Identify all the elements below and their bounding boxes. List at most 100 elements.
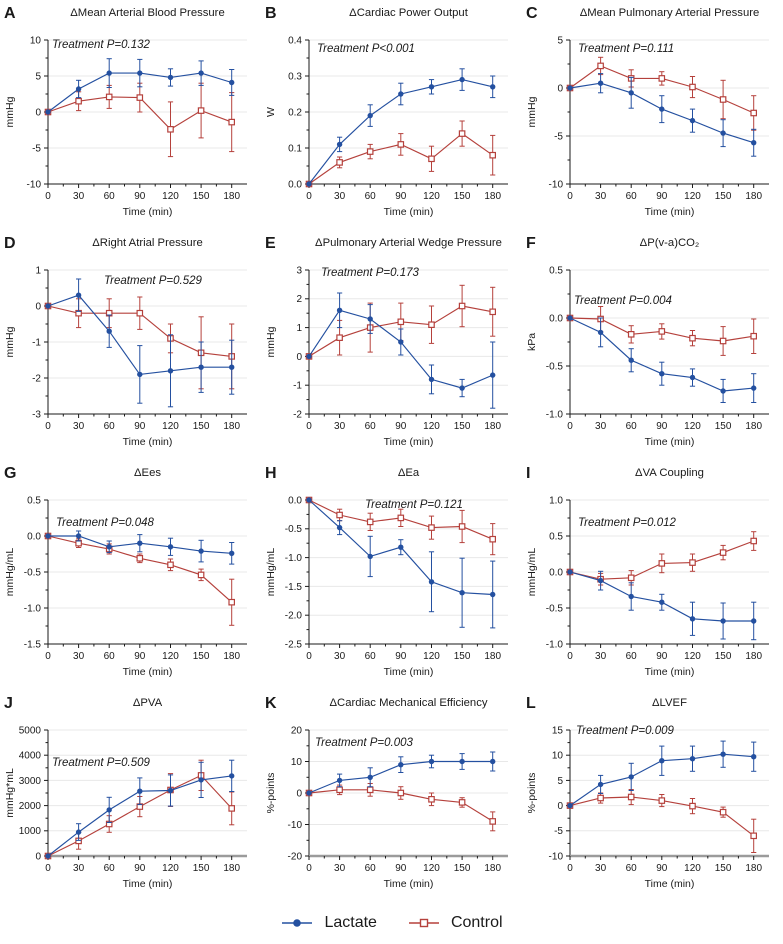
data-point-lactate [751, 385, 757, 391]
data-point-lactate [198, 364, 204, 370]
x-axis-label: Time (min) [123, 206, 173, 218]
x-tick-label: 150 [454, 651, 471, 662]
data-point-lactate [490, 758, 496, 765]
y-tick-label: -1 [32, 337, 41, 348]
data-point-lactate [597, 781, 604, 788]
y-tick-label: 0.3 [288, 71, 302, 82]
x-tick-label: 180 [484, 863, 501, 874]
x-axis-label: Time (min) [123, 878, 173, 890]
panel-F-chart: -1.0 -0.5 0.0 0.5 0 30 60 90 120 150 180 Treatment … [526, 235, 769, 448]
data-point-control [627, 793, 635, 801]
y-tick-label: 0.5 [549, 531, 563, 542]
x-tick-label: 180 [745, 191, 762, 202]
x-tick-label: 120 [423, 191, 440, 202]
y-tick-label: -10 [549, 179, 564, 190]
y-tick-label: 10 [30, 35, 42, 46]
data-point-lactate [75, 292, 82, 298]
data-point-lactate [567, 802, 573, 809]
data-point-lactate [689, 117, 696, 124]
x-tick-label: 30 [73, 651, 85, 662]
x-tick-label: 120 [423, 421, 440, 432]
x-tick-label: 150 [193, 863, 210, 874]
data-point-control [750, 109, 758, 117]
data-point-control [458, 523, 466, 530]
y-tick-label: -20 [288, 851, 303, 862]
panel-G: -1.5 -1.0 -0.5 0.0 0.5 0 30 60 90 120 150 180 Treatm… [0, 460, 261, 690]
x-tick-label: 150 [715, 421, 732, 432]
data-point-lactate [198, 548, 204, 554]
data-point-control [136, 309, 144, 317]
panel-J: 0 1000 2000 3000 4000 5000 0 30 60 90 120 150 180 Tre… [0, 690, 261, 902]
data-point-lactate [751, 754, 757, 760]
data-point-lactate [137, 540, 143, 546]
x-tick-label: 60 [365, 191, 377, 202]
data-point-control [658, 797, 666, 804]
data-point-lactate [336, 141, 343, 148]
data-point-control [428, 155, 435, 163]
x-tick-label: 180 [745, 421, 762, 432]
panel-title: ΔCardiac Mechanical Efficiency [329, 697, 487, 709]
y-tick-label: -2 [32, 373, 41, 384]
panel-letter: G [4, 465, 16, 482]
y-tick-label: -0.5 [285, 524, 303, 535]
y-tick-label: 0.0 [288, 495, 302, 506]
y-tick-label: 1 [296, 323, 302, 334]
p-value-annotation: Treatment P=0.509 [52, 757, 151, 769]
y-tick-label: 0.0 [27, 531, 41, 542]
p-value-annotation: Treatment P=0.132 [52, 39, 151, 51]
x-axis-label: Time (min) [384, 436, 434, 448]
data-point-control [397, 141, 405, 148]
panel-K: -20 -10 0 10 20 0 30 60 90 120 150 180 Treatment P=0… [261, 690, 522, 902]
p-value-annotation: Treatment P=0.529 [104, 275, 203, 287]
panel-title: ΔVA Coupling [635, 467, 704, 479]
panel-A: -10 -5 0 5 10 0 30 60 90 120 150 180 Treatment P=0.1… [0, 0, 261, 230]
data-point-control [105, 93, 113, 101]
data-point-lactate [167, 544, 174, 550]
y-tick-label: 0 [557, 801, 563, 812]
panel-F: -1.0 -0.5 0.0 0.5 0 30 60 90 120 150 180 Treatment … [522, 230, 783, 460]
y-tick-label: 0.1 [288, 143, 302, 154]
x-tick-label: 150 [193, 651, 210, 662]
x-tick-label: 60 [104, 421, 116, 432]
x-tick-label: 180 [223, 421, 240, 432]
panel-B: 0.0 0.1 0.2 0.3 0.4 0 30 60 90 120 150 180 Treatment… [261, 0, 522, 230]
data-point-control [689, 334, 696, 342]
data-point-control [336, 511, 343, 519]
data-point-lactate [659, 758, 665, 764]
x-tick-label: 60 [365, 863, 377, 874]
p-value-annotation: Treatment P=0.048 [56, 517, 155, 529]
panel-title: ΔPVA [133, 697, 163, 709]
data-point-lactate [137, 371, 143, 378]
panel-letter: J [4, 695, 13, 712]
data-point-lactate [45, 303, 51, 309]
panel-G-chart: -1.5 -1.0 -0.5 0.0 0.5 0 30 60 90 120 150 180 Treatm… [4, 465, 247, 678]
x-axis-label: Time (min) [123, 666, 173, 678]
p-value-annotation: Treatment P<0.001 [317, 43, 415, 55]
x-tick-label: 90 [395, 421, 407, 432]
x-axis-label: Time (min) [645, 206, 695, 218]
y-axis-label: mmHg [265, 326, 277, 357]
x-tick-label: 30 [334, 651, 346, 662]
legend-item-control: Control [407, 914, 503, 932]
y-tick-label: -10 [549, 851, 564, 862]
data-point-control [366, 148, 374, 155]
x-tick-label: 120 [162, 421, 179, 432]
data-point-lactate [229, 773, 235, 779]
y-tick-label: 20 [291, 725, 303, 736]
y-tick-label: 0 [557, 83, 563, 94]
y-axis-label: mmHg/mL [265, 548, 277, 597]
panel-letter: F [526, 235, 536, 252]
y-tick-label: 0.0 [288, 179, 302, 190]
data-point-lactate [428, 579, 435, 585]
data-point-control [489, 308, 497, 316]
data-point-lactate [567, 569, 573, 575]
data-point-control [627, 330, 635, 338]
data-point-control [397, 318, 405, 326]
legend-item-lactate: Lactate [280, 914, 377, 932]
x-tick-label: 0 [306, 651, 312, 662]
p-value-annotation: Treatment P=0.009 [576, 725, 675, 737]
data-point-lactate [336, 777, 343, 784]
data-point-lactate [428, 84, 435, 90]
y-tick-label: -1.0 [546, 409, 564, 420]
